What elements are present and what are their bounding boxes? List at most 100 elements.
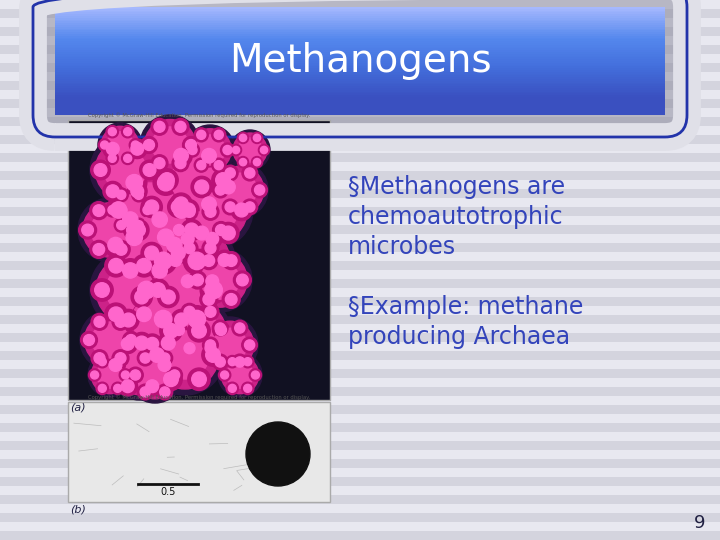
Circle shape [158,174,174,191]
Circle shape [122,380,134,393]
Circle shape [94,316,105,327]
Circle shape [202,197,216,212]
Circle shape [114,357,122,366]
Bar [0,180,720,189]
Circle shape [91,279,113,301]
Circle shape [105,254,127,277]
Circle shape [175,313,189,327]
Text: 9: 9 [693,514,705,532]
Bar [55,102,665,104]
Bar [55,51,665,54]
Circle shape [181,275,194,288]
Circle shape [109,359,122,372]
Circle shape [158,359,171,372]
Circle shape [188,368,210,390]
Circle shape [251,157,263,168]
Circle shape [227,362,253,388]
Circle shape [91,371,99,379]
Circle shape [225,294,237,305]
Circle shape [221,356,258,394]
Circle shape [127,181,147,201]
Circle shape [127,224,138,236]
Circle shape [143,164,156,177]
Circle shape [174,205,225,255]
Circle shape [147,279,169,301]
Circle shape [222,165,238,181]
Circle shape [184,206,195,217]
Circle shape [132,223,145,237]
Circle shape [141,242,162,264]
Circle shape [120,369,132,381]
Circle shape [231,199,252,221]
Circle shape [193,253,247,307]
Bar [55,55,665,57]
Circle shape [94,353,105,363]
Circle shape [126,174,143,191]
Circle shape [225,255,237,266]
Circle shape [181,204,198,220]
Circle shape [221,180,235,194]
Bar [0,513,720,522]
Bar [0,396,720,405]
Circle shape [184,242,195,254]
Circle shape [115,244,127,255]
Bar [0,270,720,279]
Circle shape [212,128,226,142]
Circle shape [202,303,219,320]
Text: §Methanogens are: §Methanogens are [348,175,565,199]
Circle shape [225,168,235,178]
Bar [55,12,665,14]
Circle shape [169,370,180,380]
Bar [0,387,720,396]
Circle shape [122,313,135,327]
Circle shape [228,357,236,366]
Circle shape [246,422,310,486]
Circle shape [192,187,238,233]
Circle shape [202,344,224,366]
Circle shape [127,219,149,241]
Circle shape [151,118,168,135]
Circle shape [251,371,259,379]
Bar [0,441,720,450]
Circle shape [253,134,261,141]
Circle shape [117,221,126,230]
Circle shape [202,240,219,256]
Circle shape [261,146,268,154]
Circle shape [156,169,179,191]
Circle shape [192,274,204,286]
Circle shape [205,340,215,350]
Circle shape [115,316,126,327]
Circle shape [153,225,179,250]
Circle shape [96,382,109,395]
Bar [0,45,720,54]
Circle shape [106,203,120,217]
Circle shape [203,294,215,305]
Circle shape [198,193,220,215]
Circle shape [124,127,132,136]
Circle shape [175,122,186,132]
Circle shape [106,198,131,222]
Circle shape [171,156,219,204]
Circle shape [90,135,160,205]
Circle shape [233,271,251,289]
Circle shape [241,382,254,395]
Bar [0,378,720,387]
Circle shape [205,306,216,318]
Circle shape [115,353,126,363]
Bar [0,108,720,117]
Bar [0,297,720,306]
Circle shape [185,125,235,175]
Bar [0,126,720,135]
Circle shape [160,353,170,363]
Circle shape [146,380,158,393]
Circle shape [112,313,129,330]
Text: microbes: microbes [348,235,456,259]
Circle shape [122,225,147,250]
Circle shape [222,291,240,308]
Bar [0,324,720,333]
Circle shape [112,382,124,395]
Bar [55,37,665,39]
Bar [55,10,665,12]
Bar [55,78,665,81]
Circle shape [202,337,218,353]
